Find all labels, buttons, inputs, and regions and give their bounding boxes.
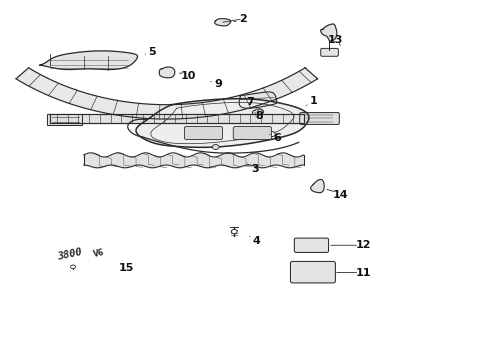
FancyBboxPatch shape xyxy=(233,127,271,139)
Text: 1: 1 xyxy=(310,96,318,106)
Text: 2: 2 xyxy=(239,14,246,24)
Polygon shape xyxy=(215,19,231,26)
Circle shape xyxy=(212,144,219,149)
Text: 3800: 3800 xyxy=(57,247,83,262)
Text: 4: 4 xyxy=(252,236,260,246)
Polygon shape xyxy=(159,67,175,78)
FancyBboxPatch shape xyxy=(300,113,339,125)
Text: 6: 6 xyxy=(273,133,281,143)
Text: 14: 14 xyxy=(333,190,348,200)
Polygon shape xyxy=(47,114,81,125)
FancyBboxPatch shape xyxy=(291,261,335,283)
FancyBboxPatch shape xyxy=(184,127,222,139)
Polygon shape xyxy=(252,109,264,115)
Circle shape xyxy=(257,110,263,114)
Text: 5: 5 xyxy=(148,46,156,57)
Polygon shape xyxy=(311,179,324,193)
Circle shape xyxy=(269,132,275,136)
Text: V6: V6 xyxy=(93,248,105,259)
FancyBboxPatch shape xyxy=(321,48,338,56)
Circle shape xyxy=(231,229,237,234)
Bar xyxy=(47,114,82,125)
Text: 13: 13 xyxy=(328,35,343,45)
Polygon shape xyxy=(40,51,138,69)
Polygon shape xyxy=(320,24,337,41)
Circle shape xyxy=(71,265,75,269)
Polygon shape xyxy=(239,92,277,108)
Text: 8: 8 xyxy=(256,111,264,121)
Text: 10: 10 xyxy=(181,71,196,81)
Text: 3: 3 xyxy=(251,164,259,174)
Text: 9: 9 xyxy=(214,79,222,89)
Polygon shape xyxy=(16,68,318,119)
Text: 12: 12 xyxy=(355,240,371,250)
FancyBboxPatch shape xyxy=(294,238,329,252)
Text: 15: 15 xyxy=(119,263,134,273)
Text: 11: 11 xyxy=(355,267,371,278)
Polygon shape xyxy=(136,99,309,147)
Text: 7: 7 xyxy=(246,97,254,107)
